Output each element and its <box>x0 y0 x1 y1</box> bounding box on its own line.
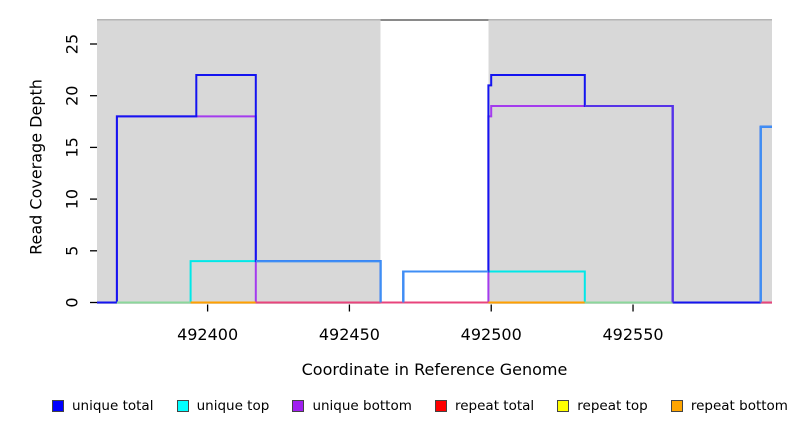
legend-swatch-unique-top <box>176 400 189 412</box>
legend-item-repeat-top: repeat top <box>557 398 648 414</box>
legend-item-repeat-bottom: repeat bottom <box>670 398 788 414</box>
y-tick-label: 5 <box>63 246 82 256</box>
legend-label: repeat total <box>454 398 535 414</box>
legend-swatch-repeat-total <box>434 400 447 412</box>
x-axis-title: Coordinate in Reference Genome <box>301 360 568 379</box>
white-gap-band <box>380 21 489 304</box>
x-tick-label: 492500 <box>461 325 522 344</box>
legend-label: unique bottom <box>312 398 412 414</box>
y-tick-label: 10 <box>63 189 82 209</box>
legend: unique total unique top unique bottom repea… <box>52 396 788 416</box>
overlap-segment-6 <box>255 260 382 303</box>
coverage-plot-canvas: 0 5 10 15 20 25 492400 492450 492500 492550 <box>63 19 772 344</box>
legend-label: repeat top <box>577 398 648 414</box>
x-tick-label: 492400 <box>177 325 238 344</box>
x-tick-label: 492550 <box>602 325 663 344</box>
legend-item-unique-total: unique total <box>52 398 153 414</box>
legend-label: unique total <box>72 398 154 414</box>
y-tick-label: 25 <box>63 34 82 54</box>
overlap-segment-9 <box>584 105 674 303</box>
y-tick-label: 15 <box>63 137 82 157</box>
y-tick-label: 20 <box>63 86 82 106</box>
legend-item-repeat-total: repeat total <box>434 398 535 414</box>
legend-swatch-repeat-bottom <box>670 400 683 412</box>
legend-label: repeat bottom <box>690 398 788 414</box>
overlap-segment-7 <box>402 270 489 303</box>
legend-item-unique-bottom: unique bottom <box>292 398 412 414</box>
legend-item-unique-top: unique top <box>176 398 270 414</box>
y-axis-title: Read Coverage Depth <box>26 79 46 255</box>
legend-swatch-unique-bottom <box>292 400 305 412</box>
y-tick-label: 0 <box>63 297 82 307</box>
x-tick-label: 492450 <box>319 325 380 344</box>
legend-swatch-repeat-top <box>557 400 570 412</box>
overlap-segment-8 <box>759 125 772 303</box>
legend-label: unique top <box>196 398 270 414</box>
legend-swatch-unique-total <box>52 400 64 412</box>
